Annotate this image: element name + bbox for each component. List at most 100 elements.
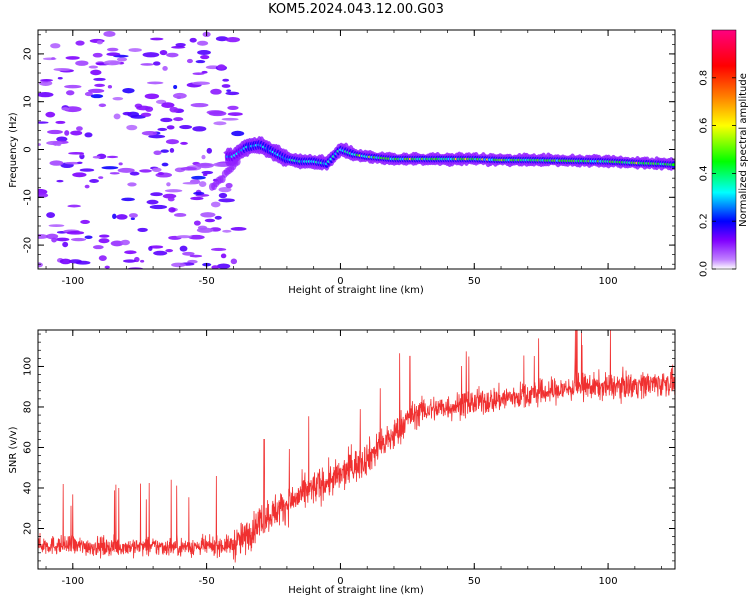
spectrogram-noise-blob (128, 48, 142, 52)
spectrogram-noise-blob (121, 197, 135, 202)
spectrogram-noise-blob (225, 182, 233, 189)
spectrogram-noise-blob (122, 88, 135, 94)
spectrogram-noise-blob (38, 192, 49, 199)
spectrogram-noise-blob (213, 121, 227, 126)
spectrogram-noise-blob (200, 212, 216, 218)
snr-y-tick-label: 100 (23, 357, 34, 376)
spectrogram-noise-blob (180, 141, 188, 145)
spectrogram-noise-blob (90, 69, 102, 76)
spectrogram-noise-blob (227, 105, 239, 110)
spectrogram-noise-blob (109, 172, 120, 175)
spectrogram-noise-blob (155, 99, 167, 104)
spectrogram-noise-blob (62, 241, 69, 248)
spectrogram-noise-blob (149, 245, 164, 249)
spectrogram-noise-blob (172, 92, 187, 99)
spectrogram-noise-blob (98, 238, 110, 244)
spectrogram-noise-blob (168, 207, 176, 213)
snr-y-tick-label: 60 (23, 441, 34, 454)
spectrogram-noise-blob (67, 204, 81, 208)
spectrogram-noise-blob (186, 58, 193, 64)
spectrogram-noise-blob (231, 130, 245, 137)
spectrogram-noise-blob (160, 117, 173, 123)
spectrogram-noise-blob (46, 212, 56, 218)
spectrogram-noise-blob (149, 204, 168, 210)
spectrogram-noise-blob (38, 262, 43, 268)
spectrogram-noise-blob (180, 166, 197, 171)
spectrogram-noise-blob (51, 57, 56, 60)
spectrogram-noise-blob (148, 134, 166, 139)
colorbar-tick-label: 0.0 (699, 261, 710, 277)
spectrogram-noise-blob (195, 163, 212, 167)
spectrogram-noise-blob (176, 235, 192, 239)
spectrogram-noise-blob (128, 213, 138, 218)
spectrogram-noise-blob (161, 102, 175, 108)
spectrogram-noise-blob (165, 139, 179, 145)
spectrogram-noise-blob (38, 92, 54, 98)
spectrogram-noise-blob (98, 255, 107, 262)
spectrogram-noise-blob (40, 79, 53, 82)
spectrogram-noise-blob (166, 52, 179, 58)
spectrogram-noise-blob (190, 103, 209, 108)
spectrogram-noise-blob (169, 106, 179, 113)
spectrogram-noise-blob (49, 160, 64, 166)
spectrogram-noise-blob (150, 192, 163, 197)
spectrogram-noise-blob (87, 88, 105, 93)
spectrogram-noise-blob (226, 89, 232, 92)
spectrogram-noise-blob (126, 124, 138, 131)
spectrogram-noise-blob (159, 49, 168, 56)
spectrogram-noise-blob (64, 84, 82, 89)
colorbar-tick-label: 0.4 (699, 165, 710, 181)
spectrogram-noise-blob (75, 60, 89, 66)
spectrogram-noise-blob (94, 83, 106, 87)
spectrogram-noise-blob (157, 127, 168, 131)
spectrogram-noise-blob (188, 234, 205, 240)
spectrogram-x-tick-label: 100 (599, 276, 618, 287)
spectrogram-noise-blob (140, 63, 154, 66)
spectrogram-noise-blob (191, 175, 206, 180)
spectrogram-noise-blob (225, 36, 241, 43)
spectrogram-noise-blob (84, 132, 93, 138)
spectrogram-noise-blob (218, 192, 228, 199)
colorbar-scale (712, 30, 736, 269)
spectrogram-noise-blob (195, 60, 206, 64)
spectrogram-noise-blob (55, 237, 70, 242)
spectrogram-y-ticks: -20 -10 0 10 20 (23, 34, 675, 265)
spectrogram-y-tick-label: 10 (23, 95, 34, 108)
snr-x-ticks: -100 -50 0 50 100 (45, 330, 662, 587)
spectrogram-noise-blob (197, 49, 211, 55)
spectrogram-noise-blob (201, 154, 206, 160)
spectrogram-noise-blob (140, 112, 152, 117)
spectrogram-noise-blob (93, 77, 106, 81)
snr-y-ticks: 20 40 60 80 100 (23, 333, 675, 570)
snr-x-tick-label: 0 (337, 576, 343, 587)
spectrogram-noise-blob (51, 237, 57, 243)
spectrogram-noise-blob (112, 213, 117, 220)
spectrogram-noise-blob (53, 67, 71, 72)
spectrogram-noise-blob (214, 215, 222, 220)
spectrogram-noise-blob (161, 162, 169, 167)
spectrogram-noise-blob (208, 110, 227, 117)
snr-x-tick-label: 50 (468, 576, 481, 587)
spectrogram-noise-blob (198, 181, 207, 187)
colorbar-frame (711, 29, 737, 270)
spectrogram-y-tick-label: -20 (23, 237, 34, 253)
spectrogram-noise-blob (48, 224, 65, 228)
spectrogram-noise-blob (192, 81, 211, 86)
spectrogram-noise-blob (76, 126, 83, 131)
spectrogram-noise-blob (103, 60, 121, 66)
spectrogram-y-label: Frequency (Hz) (8, 112, 19, 188)
snr-x-tick-label: 100 (599, 576, 618, 587)
spectrogram-y-tick-label: -10 (23, 189, 34, 205)
spectrogram-noise-blob (113, 113, 121, 120)
spectrogram-noise-blob (192, 72, 205, 75)
spectrogram-noise-blob (55, 120, 66, 124)
colorbar-label: Normalized spectral amplitude (738, 73, 749, 227)
spectrogram-noise-blob (142, 52, 160, 58)
spectrogram-noise-blob (107, 85, 113, 89)
spectrogram-noise-blob (84, 184, 90, 189)
spectrogram-noise-blob (196, 227, 214, 233)
spectrogram-noise-blob (45, 111, 56, 118)
spectrogram-noise-blob (38, 143, 42, 146)
spectrogram-noise-blob (151, 167, 162, 173)
spectrogram-noise-blob (193, 191, 205, 195)
